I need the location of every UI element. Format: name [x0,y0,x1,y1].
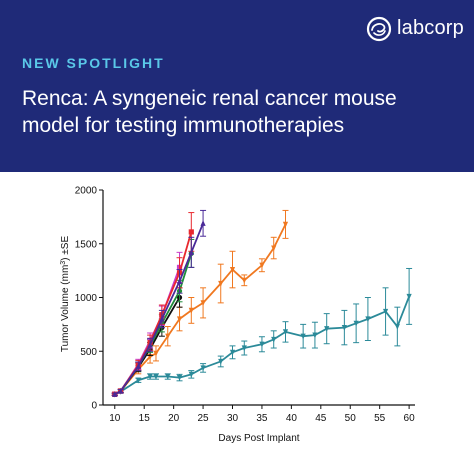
data-point [112,391,118,397]
data-point [353,320,359,327]
title-line-2: model for testing immunotherapies [22,114,345,137]
data-point [135,363,141,369]
data-point [200,300,206,307]
tumor-volume-chart: 0 500 1000 1500 2000 10 15 20 25 30 35 40 45 50 55 60 T… [60,186,416,445]
y-tick-label: 2000 [75,186,98,197]
data-point [153,350,159,357]
data-point [341,325,347,331]
eyebrow-label: NEW SPOTLIGHT [22,55,165,71]
data-point [394,323,400,330]
chart-series [111,209,413,398]
data-point [147,341,153,348]
data-point [312,332,318,339]
x-tick-label: 15 [139,413,151,424]
data-point [176,278,183,284]
data-point [300,333,306,340]
header-banner: labcorp NEW SPOTLIGHT Renca: A syngeneic… [0,0,474,172]
x-tick-label: 60 [404,413,416,424]
data-point [200,365,206,372]
data-point [282,221,289,228]
data-point [188,307,194,314]
x-tick-label: 30 [227,413,239,424]
y-axis-title-main: Tumor Volume (mm [60,265,71,352]
chart-axes: 0 500 1000 1500 2000 10 15 20 25 30 35 40 45 50 55 60 [75,186,415,425]
x-tick-label: 35 [256,413,268,424]
data-point [165,333,171,340]
data-point [200,220,206,226]
y-axis-title-tail: ) ±SE [60,236,71,261]
data-series [111,251,183,397]
data-point [153,373,159,380]
data-series [111,267,413,398]
data-point [324,326,330,332]
x-tick-label: 40 [286,413,298,424]
data-point [271,336,277,343]
page-title: Renca: A syngeneic renal cancer mouse mo… [22,85,467,139]
series-line [114,222,204,396]
data-point [188,249,194,255]
data-point [165,373,171,380]
data-point [406,293,412,300]
data-point [229,266,236,273]
data-point [259,341,265,348]
x-tick-label: 45 [315,413,327,424]
y-axis-title-sup: 3 [60,261,67,265]
data-point [159,315,165,322]
y-axis-title: Tumor Volume (mm3) ±SE [60,236,72,353]
y-tick-label: 500 [80,347,97,358]
series-line [114,267,181,396]
data-point [259,262,265,269]
data-point [176,374,183,381]
data-series [111,212,195,397]
x-tick-label: 25 [198,413,210,424]
data-point [188,229,194,235]
y-tick-label: 1000 [75,293,98,304]
data-point [176,316,183,323]
data-point [135,377,141,384]
data-point [229,349,236,356]
y-tick-label: 1500 [75,239,98,250]
y-tick-label: 0 [91,401,97,412]
x-axis-title: Days Post Implant [218,433,299,444]
x-tick-label: 20 [168,413,180,424]
x-tick-label: 50 [345,413,357,424]
labcorp-swirl-icon [366,16,392,42]
data-point [218,358,224,365]
data-series [111,209,207,397]
data-point [271,245,277,252]
x-tick-label: 55 [374,413,386,424]
data-point [382,308,389,315]
data-point [365,316,371,323]
x-tick-label: 10 [109,413,121,424]
data-point [118,387,124,394]
brand-name: labcorp [397,17,464,39]
data-point [218,280,224,287]
data-point [241,277,247,284]
title-line-1: Renca: A syngeneic renal cancer mouse [22,87,397,110]
data-point [147,373,153,380]
brand-logo[interactable]: labcorp [366,16,466,46]
data-point [188,371,194,378]
data-point [241,345,247,352]
data-point [282,329,289,336]
